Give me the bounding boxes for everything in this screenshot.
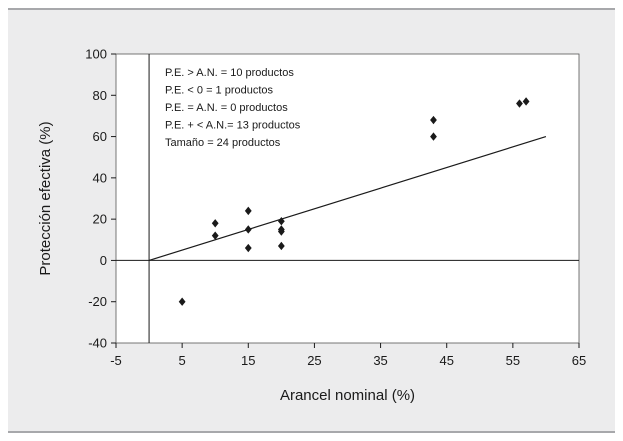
y-tick-label: 100 xyxy=(85,47,107,62)
x-tick-label: 15 xyxy=(241,353,255,368)
data-point xyxy=(430,132,437,141)
x-axis-title: Arancel nominal (%) xyxy=(280,387,415,404)
x-tick-label: 5 xyxy=(179,353,186,368)
x-tick-label: -5 xyxy=(110,353,122,368)
x-tick-label: 35 xyxy=(373,353,387,368)
annotation-line: P.E. < 0 = 1 productos xyxy=(165,85,274,97)
data-point xyxy=(244,243,252,253)
data-point xyxy=(277,227,285,236)
data-point xyxy=(516,99,523,108)
data-point xyxy=(430,115,437,125)
x-tick-label: 25 xyxy=(307,353,321,368)
data-point xyxy=(244,206,252,216)
data-points xyxy=(178,97,530,306)
data-point xyxy=(211,231,219,240)
annotation-line: P.E. = A.N. = 0 productos xyxy=(165,102,288,114)
y-tick-label: 20 xyxy=(93,212,107,227)
annotation-line: Tamaño = 24 productos xyxy=(165,137,281,149)
data-point xyxy=(244,225,252,234)
annotation-line: P.E. + < A.N.= 13 productos xyxy=(165,120,301,132)
y-tick-label: 0 xyxy=(100,253,107,268)
x-tick-label: 65 xyxy=(572,353,586,368)
y-tick-label: 80 xyxy=(93,88,107,103)
x-tick-label: 55 xyxy=(506,353,520,368)
y-tick-label: -20 xyxy=(88,294,107,309)
scatter-chart: -40 -20 0 20 40 60 80 100 -5 5 15 25 35 45 55 65 P.E. … xyxy=(37,47,586,405)
y-axis-ticks: -40 -20 0 20 40 60 80 100 xyxy=(85,47,116,351)
data-point xyxy=(277,217,285,226)
y-axis-title: Protección efectiva (%) xyxy=(37,121,54,275)
y-tick-label: -40 xyxy=(88,336,107,351)
x-axis-ticks: -5 5 15 25 35 45 55 65 xyxy=(110,343,586,368)
chart-frame: -40 -20 0 20 40 60 80 100 -5 5 15 25 35 45 55 65 P.E. … xyxy=(8,8,615,433)
annotation-box: P.E. > A.N. = 10 productos P.E. < 0 = 1 p… xyxy=(165,67,301,149)
annotation-line: P.E. > A.N. = 10 productos xyxy=(165,67,294,79)
data-point xyxy=(277,241,285,251)
y-tick-label: 60 xyxy=(93,129,107,144)
data-point xyxy=(178,297,186,306)
data-point xyxy=(522,97,530,106)
data-point xyxy=(211,219,219,228)
y-tick-label: 40 xyxy=(93,170,107,185)
x-tick-label: 45 xyxy=(439,353,453,368)
